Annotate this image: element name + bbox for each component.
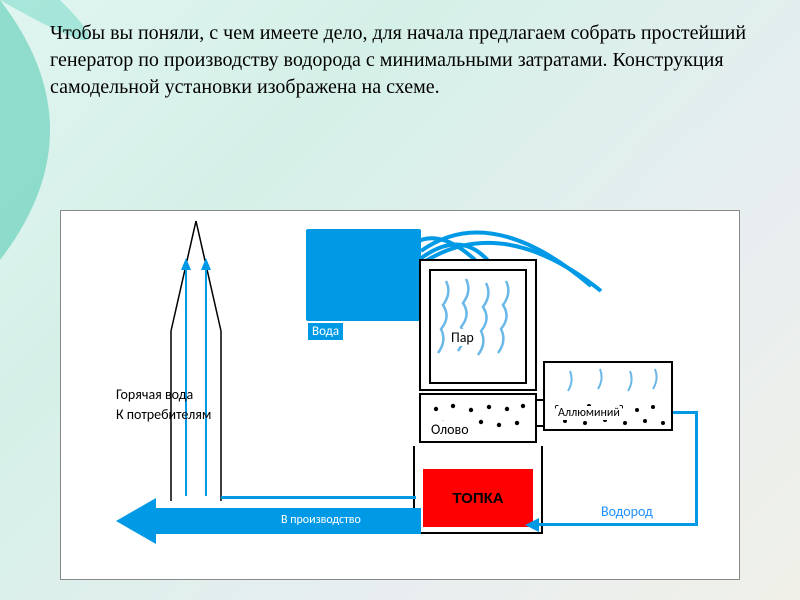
to-consumers-label: К потребителям: [116, 406, 211, 423]
hydrogen-arrowhead: [521, 515, 541, 535]
hydrogen-pipe-3: [533, 523, 698, 526]
production-arrow: [111, 496, 431, 546]
intro-paragraph: Чтобы вы поняли, с чем имеете дело, для …: [50, 20, 750, 101]
water-label: Вода: [308, 323, 343, 340]
hydrogen-label: Водород: [601, 503, 653, 520]
diagram-container: Вода Пар Олово: [60, 210, 740, 580]
hot-water-label: Горячая вода: [116, 386, 193, 403]
steam-squiggles: [431, 271, 529, 386]
steam-inner-box: [429, 269, 527, 384]
aluminium-label: Аллюминий: [556, 406, 622, 420]
aluminium-box: [543, 361, 673, 431]
hydrogen-pipe-2: [695, 411, 698, 526]
tin-label: Олово: [429, 421, 471, 438]
steam-label: Пар: [449, 329, 476, 346]
aluminium-content: [545, 363, 675, 433]
connector-tin-aluminium: [537, 399, 545, 427]
return-pipe: [221, 496, 416, 499]
to-production-label: В производство: [281, 513, 361, 527]
